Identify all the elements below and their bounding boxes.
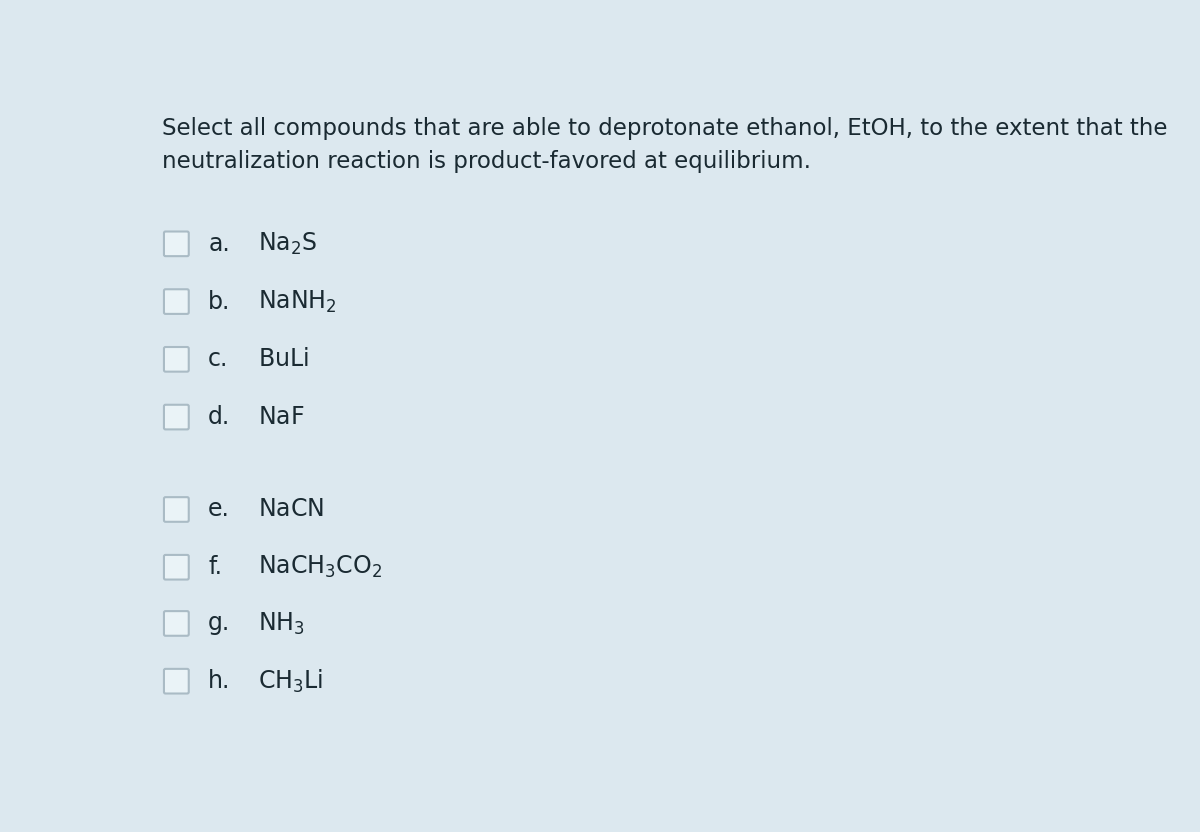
Text: a.: a. xyxy=(208,232,230,255)
FancyBboxPatch shape xyxy=(164,404,188,429)
FancyBboxPatch shape xyxy=(164,290,188,314)
Text: $\mathrm{BuLi}$: $\mathrm{BuLi}$ xyxy=(258,347,310,371)
Text: e.: e. xyxy=(208,498,230,522)
FancyBboxPatch shape xyxy=(164,555,188,580)
Text: $\mathrm{NaNH_2}$: $\mathrm{NaNH_2}$ xyxy=(258,289,337,314)
Text: $\mathrm{Na_2S}$: $\mathrm{Na_2S}$ xyxy=(258,230,318,257)
Text: Select all compounds that are able to deprotonate ethanol, EtOH, to the extent t: Select all compounds that are able to de… xyxy=(162,116,1168,173)
FancyBboxPatch shape xyxy=(164,612,188,636)
Text: $\mathrm{NH_3}$: $\mathrm{NH_3}$ xyxy=(258,611,305,636)
Text: f.: f. xyxy=(208,555,222,579)
Text: c.: c. xyxy=(208,347,228,371)
Text: d.: d. xyxy=(208,405,230,429)
FancyBboxPatch shape xyxy=(164,347,188,372)
Text: g.: g. xyxy=(208,612,230,636)
Text: $\mathrm{NaCH_3CO_2}$: $\mathrm{NaCH_3CO_2}$ xyxy=(258,554,383,581)
FancyBboxPatch shape xyxy=(164,498,188,522)
FancyBboxPatch shape xyxy=(164,231,188,256)
Text: b.: b. xyxy=(208,290,230,314)
Text: $\mathrm{CH_3Li}$: $\mathrm{CH_3Li}$ xyxy=(258,667,324,695)
Text: $\mathrm{NaF}$: $\mathrm{NaF}$ xyxy=(258,405,305,429)
FancyBboxPatch shape xyxy=(164,669,188,694)
Text: h.: h. xyxy=(208,669,230,693)
Text: $\mathrm{NaCN}$: $\mathrm{NaCN}$ xyxy=(258,498,324,522)
